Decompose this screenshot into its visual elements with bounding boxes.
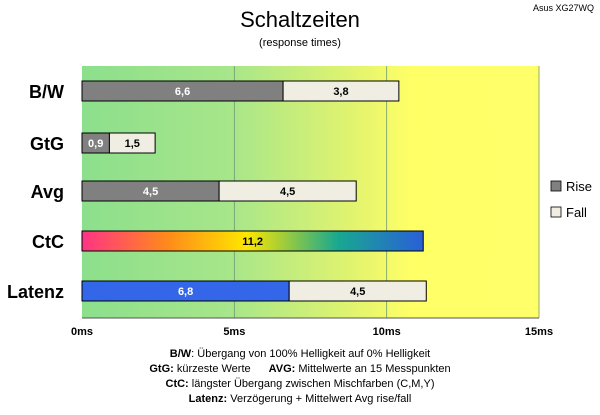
corner-label: Asus XG27WQ	[533, 3, 594, 13]
x-tick-label: 0ms	[71, 326, 93, 338]
x-tick-labels: 0ms 5ms 10ms 15ms	[71, 326, 553, 338]
bar-fall	[218, 180, 357, 202]
bar-fall-label: 1,5	[125, 138, 140, 150]
footer-line-latenz: Latenz: Verzögerung + Mittelwert Avg ris…	[0, 392, 600, 407]
footer-text-gtg: kürzeste Werte	[173, 363, 251, 375]
footer-text-ctc: längster Übergang zwischen Mischfarben (…	[188, 378, 435, 390]
legend: Rise Fall	[550, 179, 592, 220]
x-tick-label: 15ms	[525, 326, 553, 338]
footer-key-latenz: Latenz:	[188, 393, 228, 405]
chart-subtitle: (response times)	[259, 37, 341, 49]
footer-line-ctc: CtC: längster Übergang zwischen Mischfar…	[0, 377, 600, 392]
footer-key-bw: B/W	[169, 348, 192, 360]
bar-fall	[288, 280, 427, 302]
bars: 6,6 3,8 0,9 1,5 4,5 4,5 11,2 6,8 4,5	[81, 80, 427, 302]
bar-fall-label: 4,5	[350, 286, 365, 298]
response-time-chart: Schaltzeiten (response times) Asus XG27W…	[7, 3, 594, 338]
bar-rise-label: 11,2	[242, 236, 263, 248]
category-label: CtC	[32, 232, 64, 252]
footer-text-bw: : Übergang von 100% Helligkeit auf 0% He…	[191, 348, 431, 360]
bar-rise-label: 0,9	[88, 138, 103, 150]
legend-swatch-fall	[550, 206, 562, 218]
footer-key-gtg: GtG:	[149, 363, 174, 375]
chart-title: Schaltzeiten	[240, 7, 360, 32]
footer-text-latenz: Verzögerung + Mittelwert Avg rise/fall	[227, 393, 412, 405]
legend-swatch-rise	[550, 180, 562, 192]
x-tick-label: 10ms	[373, 326, 401, 338]
category-label: Latenz	[7, 282, 64, 302]
bar-rise-label: 4,5	[143, 186, 158, 198]
footer-text-avg: Mittelwerte an 15 Messpunkten	[295, 363, 451, 375]
bar-fall-label: 4,5	[280, 186, 295, 198]
bar-fall	[108, 132, 156, 154]
footer-key-ctc: CtC:	[165, 378, 189, 390]
category-label: Avg	[31, 182, 64, 202]
category-label: B/W	[29, 82, 64, 102]
footer-line-gtg-avg: GtG: kürzeste Werte AVG: Mittelwerte an 1…	[0, 362, 600, 377]
footer-line-bw: B/W: Übergang von 100% Helligkeit auf 0%…	[0, 347, 600, 362]
x-tick-label: 5ms	[223, 326, 245, 338]
legend-label-fall: Fall	[566, 205, 587, 220]
category-labels: B/W GtG Avg CtC Latenz	[7, 82, 64, 302]
bar-rise-label: 6,6	[175, 86, 190, 98]
bar-rise-label: 6,8	[178, 286, 193, 298]
category-label: GtG	[30, 134, 64, 154]
footer-key-avg: AVG:	[268, 363, 296, 375]
bar-rise	[81, 230, 424, 252]
bar-fall-label: 3,8	[333, 86, 348, 98]
legend-label-rise: Rise	[566, 179, 592, 194]
footer-legend: B/W: Übergang von 100% Helligkeit auf 0%…	[0, 347, 600, 407]
bar-fall	[282, 80, 400, 102]
